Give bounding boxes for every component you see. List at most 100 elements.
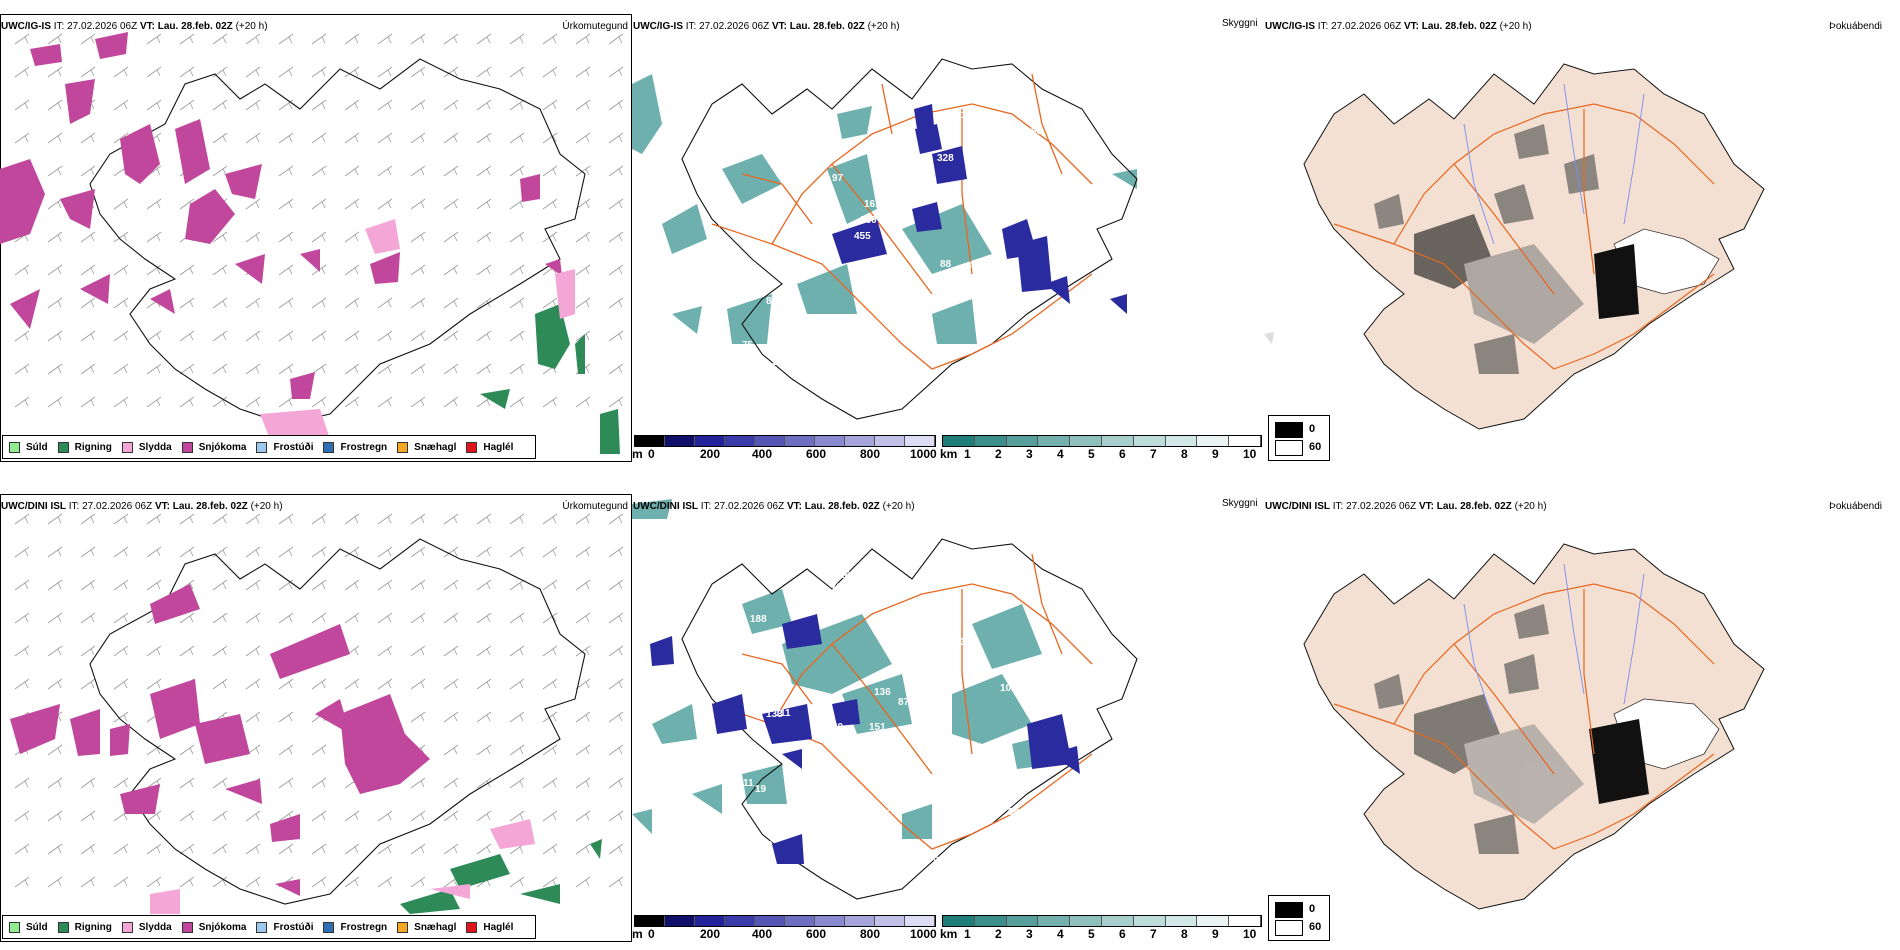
colorbar-tick: 6 <box>1119 447 1126 461</box>
wind-barb <box>113 579 129 591</box>
wind-barb <box>476 711 492 723</box>
legend-swatch <box>397 441 409 453</box>
wind-barb <box>443 99 459 111</box>
wind-barb <box>608 744 624 756</box>
wind-barb <box>575 843 591 855</box>
wind-barb <box>311 843 327 855</box>
colorbar-cell <box>974 916 1007 926</box>
wind-barb <box>476 678 492 690</box>
wind-barb <box>179 363 195 375</box>
wind-barb <box>146 264 162 276</box>
legend-item-haglél: Haglél <box>466 921 513 933</box>
cloudbase-label: 458 <box>751 727 768 738</box>
wind-barb <box>509 330 525 342</box>
wind-barb <box>47 33 63 45</box>
fog-legend-top: 0 60 <box>1268 415 1330 461</box>
wind-barb <box>344 363 360 375</box>
wind-barb <box>14 396 30 408</box>
wind-barb <box>311 396 327 408</box>
wind-barb <box>311 513 327 525</box>
snow-areas <box>0 32 562 399</box>
colorbar-tick: 0 <box>648 447 655 461</box>
wind-barb <box>80 546 96 558</box>
cloud-teal-areas <box>632 74 1137 344</box>
colorbar-tick: 600 <box>806 447 827 461</box>
wind-barb <box>509 198 525 210</box>
wind-barb <box>278 231 294 243</box>
wind-barb <box>509 33 525 45</box>
wind-barb <box>608 33 624 45</box>
wind-barb <box>311 579 327 591</box>
wind-barb <box>443 513 459 525</box>
cloudbase-label: 107 <box>760 136 777 147</box>
cloud-map-top: 111 105 98 455 328 296 256 543 84 97 75 93 100 79 89 10… <box>632 58 1138 420</box>
wind-barb <box>608 579 624 591</box>
colorbar-cell <box>875 436 905 446</box>
wind-barb <box>575 132 591 144</box>
wind-barb <box>443 777 459 789</box>
colorbar-cell <box>815 916 845 926</box>
fog-legend-swatch <box>1275 422 1303 438</box>
wind-barb <box>80 678 96 690</box>
wind-barb <box>311 66 327 78</box>
colorbar-tick: 400 <box>752 447 773 461</box>
legend-swatch <box>323 921 335 933</box>
wind-barb <box>113 363 129 375</box>
wind-barb <box>443 645 459 657</box>
wind-barb <box>608 264 624 276</box>
wind-barb <box>476 612 492 624</box>
wind-barb <box>311 330 327 342</box>
cloudbase-label: 185 <box>922 853 939 864</box>
wind-barb <box>113 678 129 690</box>
wind-barb <box>179 330 195 342</box>
cloudbase-colorbar-bottom <box>634 915 936 927</box>
cloudbase-colorbar-top <box>634 435 936 447</box>
wind-barb <box>47 645 63 657</box>
wind-barb <box>311 744 327 756</box>
wind-barb <box>113 330 129 342</box>
colorbar-tick: 800 <box>860 447 881 461</box>
wind-barb <box>245 198 261 210</box>
precip-legend-top: Súld Rigning Slydda Snjókoma Frostúði Frostre… <box>2 435 536 459</box>
it-label: IT: <box>68 501 80 512</box>
wind-barb <box>575 876 591 888</box>
wind-barb <box>377 132 393 144</box>
wind-barb <box>179 744 195 756</box>
precip-panel-top: UWC/IG-IS IT: 27.02.2026 06Z VT: Lau. 28… <box>0 14 632 462</box>
wind-barb <box>410 297 426 309</box>
wind-barb <box>476 297 492 309</box>
wind-barb <box>146 231 162 243</box>
cloudbase-label: 111 <box>1025 353 1041 364</box>
colorbar-unit: m <box>632 447 643 461</box>
wind-barb <box>344 165 360 177</box>
fog-legend-bottom: 0 60 <box>1268 895 1330 941</box>
panel-title-fog-top: Þokuábendi <box>1829 21 1882 32</box>
colorbar-cell <box>725 436 755 446</box>
fog-shades <box>1374 604 1584 854</box>
cloudbase-label: 407 <box>802 764 819 775</box>
wind-barb <box>443 231 459 243</box>
wind-barb <box>14 330 30 342</box>
wind-barb <box>410 579 426 591</box>
wind-barb <box>476 330 492 342</box>
colorbar-tick: 400 <box>752 927 773 941</box>
wind-barb <box>113 777 129 789</box>
rivers <box>1463 83 1645 245</box>
cloudbase-label: 180 <box>920 632 937 643</box>
fog-legend-swatch <box>1275 440 1303 456</box>
wind-barb <box>377 678 393 690</box>
cloudbase-label: 218 <box>1026 685 1043 696</box>
wind-barb <box>47 231 63 243</box>
colorbar-tick: 7 <box>1150 447 1157 461</box>
wind-barb <box>278 297 294 309</box>
wind-barb <box>278 546 294 558</box>
legend-label: Slydda <box>138 441 172 453</box>
wind-barb <box>80 33 96 45</box>
wind-barb <box>608 297 624 309</box>
wind-barb <box>542 744 558 756</box>
wind-barb <box>146 579 162 591</box>
fog-map-top <box>1264 63 1765 430</box>
wind-barb <box>80 264 96 276</box>
wind-barb <box>311 546 327 558</box>
colorbar-tick: 600 <box>806 927 827 941</box>
